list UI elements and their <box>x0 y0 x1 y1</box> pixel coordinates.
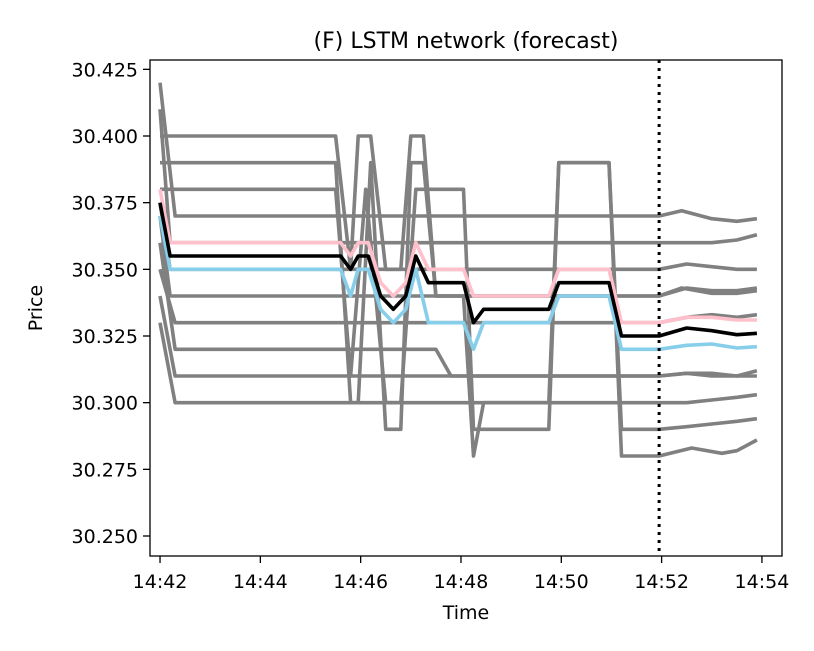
x-tick-label: 14:48 <box>434 571 489 593</box>
chart-title: (F) LSTM network (forecast) <box>314 29 619 54</box>
series-line-band-1 <box>158 82 758 224</box>
axes-group: 14:42 14:44 14:46 14:48 14:50 14:52 14:54 30.25… <box>72 59 790 593</box>
x-tick-label: 14:44 <box>233 571 288 593</box>
y-tick-label: 30.325 <box>72 326 138 348</box>
series-line-lower <box>158 215 758 352</box>
x-tick-label: 14:54 <box>735 571 790 593</box>
y-tick-label: 30.375 <box>72 193 138 215</box>
series-line-band-5 <box>160 160 758 432</box>
x-tick-label: 14:50 <box>534 571 589 593</box>
series-line-band-9 <box>158 322 758 405</box>
x-axis-label: Time <box>442 602 490 624</box>
y-axis-label: Price <box>25 285 47 331</box>
y-tick-label: 30.250 <box>72 526 138 548</box>
y-tick-label: 30.425 <box>72 59 138 81</box>
series-line-upper <box>158 188 757 325</box>
y-tick-label: 30.350 <box>72 259 138 281</box>
series-line-median <box>158 202 758 338</box>
plot-frame <box>149 59 783 557</box>
y-tick-label: 30.400 <box>72 126 138 148</box>
x-tick-label: 14:42 <box>133 571 188 593</box>
x-tick-label: 14:46 <box>333 571 388 593</box>
y-tick-label: 30.275 <box>72 459 138 481</box>
series-line-band-10 <box>158 215 758 298</box>
series-line-band-8 <box>158 295 758 378</box>
chart-series-group <box>158 60 758 556</box>
y-tick-label: 30.300 <box>72 393 138 415</box>
x-tick-label: 14:52 <box>634 571 689 593</box>
